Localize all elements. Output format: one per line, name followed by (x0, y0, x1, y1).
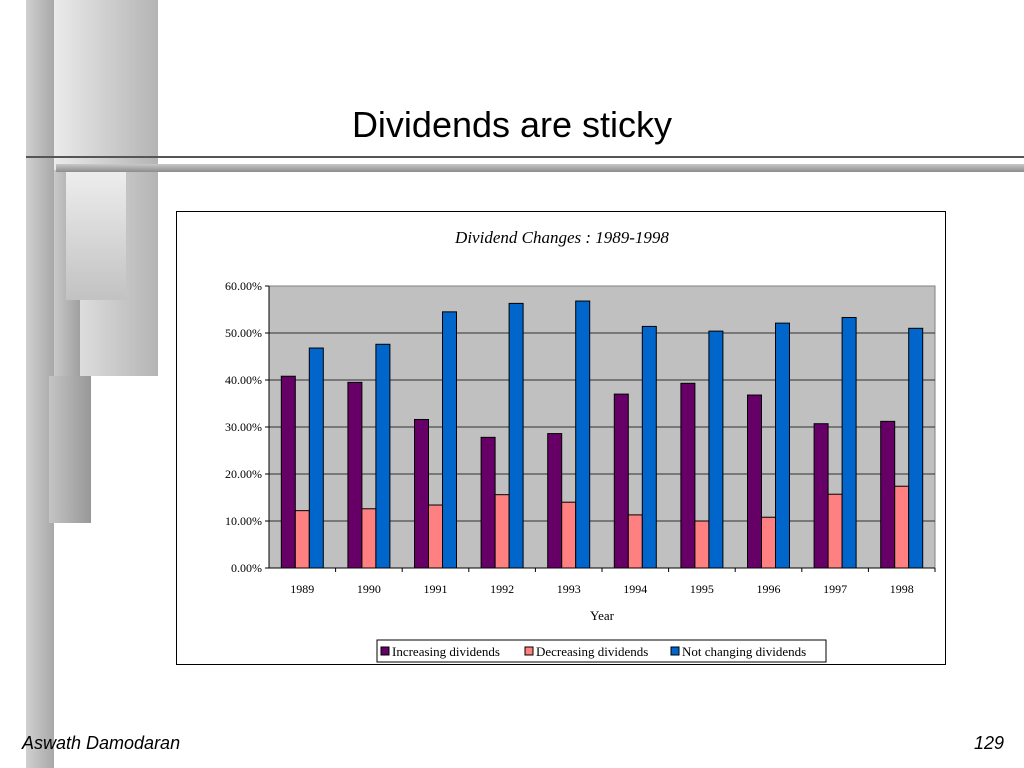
bar-not-changing-dividends-1993 (575, 300, 591, 569)
y-tick-label: 40.00% (225, 373, 262, 387)
x-tick-label: 1995 (690, 582, 714, 596)
y-tick-label: 20.00% (225, 467, 262, 481)
bar-not-changing-dividends-1995 (708, 330, 724, 569)
bar-not-changing-dividends-1997 (841, 316, 857, 569)
x-tick-label: 1997 (823, 582, 847, 596)
bar-not-changing-dividends-1998 (908, 327, 924, 569)
x-tick-label: 1990 (357, 582, 381, 596)
x-tick-label: 1993 (557, 582, 581, 596)
bar-increasing-dividends-1998 (880, 420, 896, 569)
bar-increasing-dividends-1993 (547, 433, 563, 569)
bar-not-changing-dividends-1990 (375, 343, 391, 569)
bar-increasing-dividends-1996 (747, 394, 762, 569)
bar-increasing-dividends-1990 (347, 381, 363, 569)
bar-decreasing-dividends-1996 (761, 516, 776, 569)
title-rule-thin (26, 156, 1024, 158)
bar-decreasing-dividends-1990 (361, 508, 377, 569)
bar-not-changing-dividends-1991 (442, 311, 457, 569)
x-tick-label: 1989 (290, 582, 314, 596)
bar-decreasing-dividends-1989 (294, 510, 310, 569)
y-tick-label: 50.00% (225, 326, 262, 340)
legend-label-increasing-dividends: Increasing dividends (392, 644, 500, 659)
x-tick-label: 1996 (757, 582, 781, 596)
y-tick-label: 60.00% (225, 279, 262, 293)
legend-box (376, 639, 827, 663)
y-tick-label: 0.00% (231, 561, 262, 575)
legend-label-not-changing-dividends: Not changing dividends (682, 644, 806, 659)
legend-swatch-increasing-dividends (380, 646, 390, 656)
bar-increasing-dividends-1997 (813, 423, 829, 569)
bar-not-changing-dividends-1996 (775, 322, 790, 569)
chart-title: Dividend Changes : 1989-1998 (454, 228, 669, 247)
title-rule-thick (56, 164, 1024, 172)
bar-decreasing-dividends-1992 (494, 494, 510, 569)
bar-increasing-dividends-1995 (680, 382, 696, 569)
y-tick-label: 30.00% (225, 420, 262, 434)
bar-increasing-dividends-1992 (480, 436, 496, 569)
x-tick-label: 1998 (890, 582, 914, 596)
bar-increasing-dividends-1991 (414, 418, 429, 569)
x-tick-label: 1992 (490, 582, 514, 596)
bar-decreasing-dividends-1995 (694, 520, 710, 569)
decor-strip-right (49, 376, 91, 523)
footer-page-number: 129 (973, 733, 1004, 753)
dividend-changes-chart: Dividend Changes : 1989-1998 0.00% 10.00% 2… (225, 228, 936, 663)
legend-label-decreasing-dividends: Decreasing dividends (536, 644, 648, 659)
legend-swatch-not-changing-dividends (670, 646, 680, 656)
bar-decreasing-dividends-1994 (627, 514, 643, 569)
x-axis-label: Year (590, 608, 615, 623)
bar-increasing-dividends-1989 (280, 375, 296, 569)
slide-title: Dividends are sticky (351, 104, 673, 145)
bar-not-changing-dividends-1994 (641, 325, 657, 569)
bar-decreasing-dividends-1997 (827, 493, 843, 569)
bar-not-changing-dividends-1989 (308, 347, 324, 569)
bar-not-changing-dividends-1992 (508, 302, 524, 569)
legend-swatch-decreasing-dividends (524, 646, 534, 656)
bar-decreasing-dividends-1998 (894, 485, 910, 569)
x-tick-label: 1994 (623, 582, 647, 596)
footer-author: Aswath Damodaran (22, 733, 181, 753)
decor-block-inner (66, 172, 126, 300)
y-tick-label: 10.00% (225, 514, 262, 528)
x-tick-label: 1991 (424, 582, 448, 596)
bar-decreasing-dividends-1993 (561, 501, 577, 569)
bar-decreasing-dividends-1991 (428, 504, 443, 569)
chart-frame: Dividend Changes : 1989-1998 0.00% 10.00% 2… (176, 211, 946, 665)
bar-increasing-dividends-1994 (613, 393, 629, 569)
